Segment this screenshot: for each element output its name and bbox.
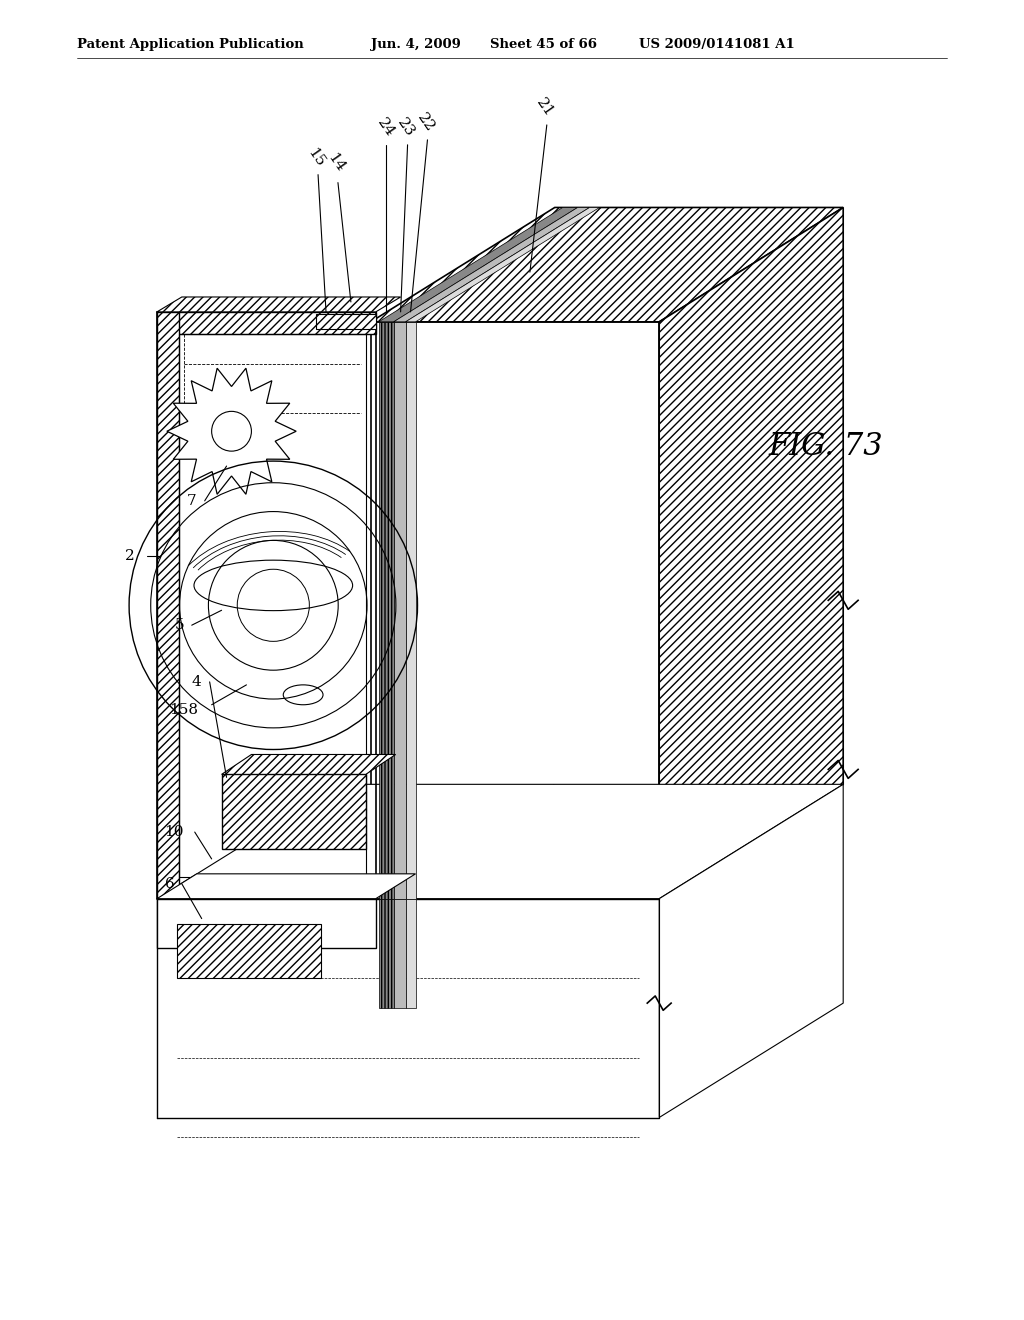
Polygon shape [379, 322, 393, 899]
Text: FIG. 73: FIG. 73 [769, 430, 884, 462]
Text: 23: 23 [394, 116, 417, 140]
Text: 10: 10 [164, 825, 183, 840]
Polygon shape [157, 312, 376, 334]
Polygon shape [406, 207, 599, 322]
Polygon shape [659, 207, 843, 899]
Polygon shape [157, 784, 843, 899]
Polygon shape [167, 368, 296, 494]
Polygon shape [393, 899, 406, 1008]
Polygon shape [406, 899, 416, 1008]
Polygon shape [221, 755, 395, 775]
Polygon shape [157, 874, 416, 899]
Polygon shape [157, 899, 376, 949]
Text: 22: 22 [414, 111, 437, 135]
Text: 5: 5 [175, 618, 184, 632]
Polygon shape [393, 322, 406, 899]
Polygon shape [316, 314, 376, 329]
Text: 21: 21 [534, 96, 556, 120]
Polygon shape [157, 297, 400, 312]
Text: 158: 158 [169, 702, 199, 717]
Text: Sheet 45 of 66: Sheet 45 of 66 [490, 38, 597, 51]
Text: US 2009/0141081 A1: US 2009/0141081 A1 [639, 38, 795, 51]
Polygon shape [393, 207, 590, 322]
Polygon shape [157, 312, 179, 899]
Text: Jun. 4, 2009: Jun. 4, 2009 [371, 38, 461, 51]
Text: 4: 4 [191, 675, 202, 689]
Text: 14: 14 [325, 150, 347, 174]
Polygon shape [371, 207, 843, 322]
Text: 6: 6 [165, 876, 175, 891]
Polygon shape [406, 322, 416, 899]
Polygon shape [659, 784, 843, 1118]
Text: 24: 24 [375, 116, 397, 140]
Polygon shape [177, 924, 322, 978]
Text: 15: 15 [305, 145, 328, 170]
Text: 7: 7 [187, 494, 197, 508]
Text: 2: 2 [125, 549, 135, 562]
Polygon shape [379, 899, 393, 1008]
Text: Patent Application Publication: Patent Application Publication [78, 38, 304, 51]
Polygon shape [379, 207, 578, 322]
Polygon shape [221, 775, 366, 849]
